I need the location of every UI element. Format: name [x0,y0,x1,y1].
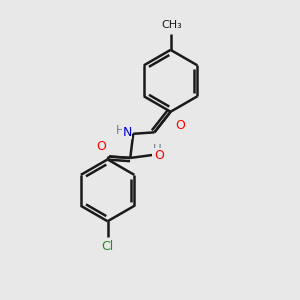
Text: O: O [96,140,106,153]
Text: N: N [122,126,132,139]
Text: CH₃: CH₃ [162,20,182,30]
Text: H: H [116,124,124,137]
Text: Cl: Cl [101,240,114,253]
Text: H: H [152,143,161,156]
Text: O: O [155,149,165,162]
Text: O: O [175,119,185,132]
